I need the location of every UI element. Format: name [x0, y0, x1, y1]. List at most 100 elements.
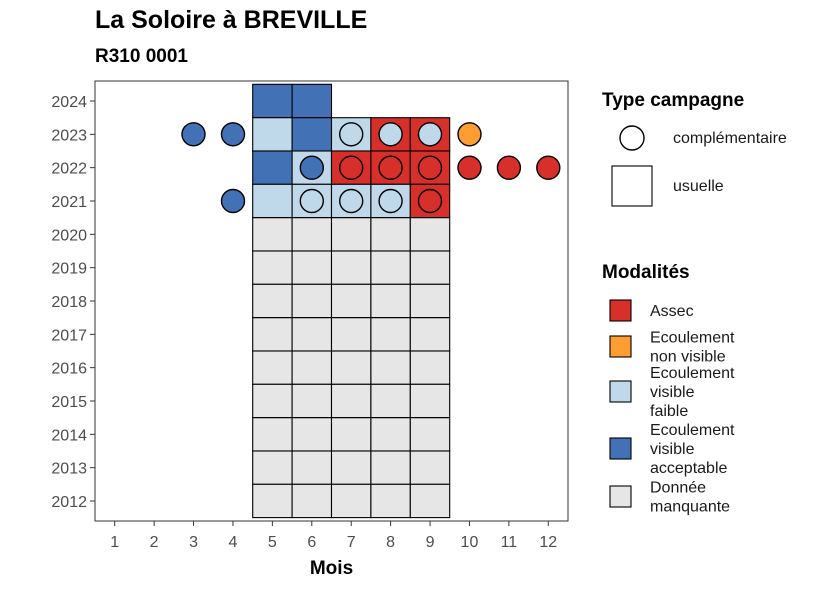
tile-2015-5 [252, 383, 293, 419]
tile-2012-5 [252, 483, 293, 519]
tile-2020-6 [291, 217, 333, 252]
tile-2017-8 [370, 317, 411, 352]
legend-label-usuelle: usuelle [673, 178, 724, 195]
point-2022-9 [417, 155, 443, 180]
tile-2019-7 [330, 250, 372, 285]
point-2023-7 [339, 122, 364, 147]
point-2023-4 [220, 122, 246, 147]
x-tick-label: 12 [539, 534, 557, 551]
tile-2018-9 [409, 283, 451, 319]
x-tick-label: 9 [426, 534, 435, 551]
legend-label-eva: Ecoulement visible acceptable [650, 422, 735, 477]
x-tick-label: 10 [461, 534, 479, 551]
tile-2012-7 [330, 483, 372, 519]
tile-2024-6 [291, 83, 333, 119]
x-tick-label: 8 [386, 534, 395, 551]
point-2022-6 [299, 155, 324, 180]
tile-2014-5 [252, 417, 293, 452]
legend-label-line: manquante [650, 499, 730, 516]
tile-2016-5 [252, 350, 293, 385]
tile-2017-5 [252, 317, 293, 352]
tile-2016-9 [409, 350, 451, 385]
tile-2014-9 [409, 417, 451, 452]
point-2023-9 [417, 122, 443, 147]
tile-2013-9 [409, 450, 451, 485]
tile-2023-6 [291, 117, 333, 152]
tile-2012-6 [291, 483, 333, 519]
tile-2019-6 [291, 250, 333, 285]
tile-2020-5 [252, 217, 293, 252]
tile-2021-5 [252, 183, 293, 219]
tile-2016-7 [330, 350, 372, 385]
x-tick-label: 7 [347, 534, 356, 551]
tile-2022-5 [252, 150, 293, 185]
tile-2017-7 [330, 317, 372, 352]
legend-label-evf: Ecoulement visible faible [650, 365, 735, 420]
legend-label-line: visible [650, 441, 695, 458]
tile-2013-5 [252, 450, 293, 485]
point-2021-9 [417, 188, 443, 214]
x-tick-label: 5 [268, 534, 277, 551]
tile-2012-8 [370, 483, 411, 519]
tile-2018-5 [252, 283, 293, 319]
legend-label-line: acceptable [650, 460, 727, 477]
y-tick-label: 2022 [51, 161, 87, 178]
legend-key-dm [609, 485, 632, 508]
tile-2013-8 [370, 450, 411, 485]
legend-label-line: Assec [650, 303, 694, 320]
tile-2020-8 [370, 217, 411, 252]
point-2022-10 [457, 155, 482, 180]
tile-2015-8 [370, 383, 411, 419]
legend-title-modalites: Modalités [602, 262, 690, 283]
legend-label-dm: Donnée manquante [650, 480, 730, 516]
tile-2019-9 [409, 250, 451, 285]
point-2022-8 [378, 155, 403, 180]
tile-2014-8 [370, 417, 411, 452]
tile-2017-6 [291, 317, 333, 352]
tile-2014-7 [330, 417, 372, 452]
tile-2020-9 [409, 217, 451, 252]
tile-2018-7 [330, 283, 372, 319]
legend-key-assec [609, 299, 632, 322]
tile-2016-6 [291, 350, 333, 385]
y-tick-label: 2014 [51, 427, 87, 444]
tile-2018-6 [291, 283, 333, 319]
y-tick-label: 2023 [51, 127, 87, 144]
legend-label-line: Ecoulement [650, 365, 735, 382]
legend-key-ecnv [609, 335, 632, 358]
legend-label-line: non visible [650, 349, 726, 366]
tile-2018-8 [370, 283, 411, 319]
point-2022-11 [496, 155, 522, 180]
y-tick-label: 2021 [51, 194, 87, 211]
tile-2024-5 [252, 83, 293, 119]
tile-2015-9 [409, 383, 451, 419]
point-2022-7 [339, 155, 364, 180]
tile-2016-8 [370, 350, 411, 385]
y-tick-label: 2018 [51, 294, 87, 311]
x-tick-label: 4 [229, 534, 238, 551]
y-tick-label: 2015 [51, 394, 87, 411]
y-tick-label: 2012 [51, 494, 87, 511]
tile-2015-7 [330, 383, 372, 419]
y-tick-label: 2017 [51, 327, 87, 344]
x-tick-label: 11 [501, 534, 518, 551]
tile-2020-7 [330, 217, 372, 252]
tile-2013-7 [330, 450, 372, 485]
tile-2017-9 [409, 317, 451, 352]
legend-key-evf [609, 380, 632, 403]
point-2021-8 [378, 188, 403, 214]
x-tick-label: 6 [307, 534, 316, 551]
tile-2023-5 [252, 117, 293, 152]
y-tick-label: 2024 [51, 94, 87, 111]
tile-2015-6 [291, 383, 333, 419]
legend-label-assec: Assec [650, 303, 694, 320]
legend-key-complementaire [619, 125, 645, 151]
y-tick-label: 2019 [51, 261, 87, 278]
legend-label-line: Ecoulement [650, 330, 735, 347]
point-2023-8 [378, 122, 403, 147]
y-tick-label: 2020 [51, 227, 87, 244]
point-2023-10 [457, 122, 482, 147]
tile-2019-5 [252, 250, 293, 285]
legend-label-ecnv: Ecoulement non visible [650, 330, 735, 366]
legend-key-usuelle [611, 165, 653, 207]
